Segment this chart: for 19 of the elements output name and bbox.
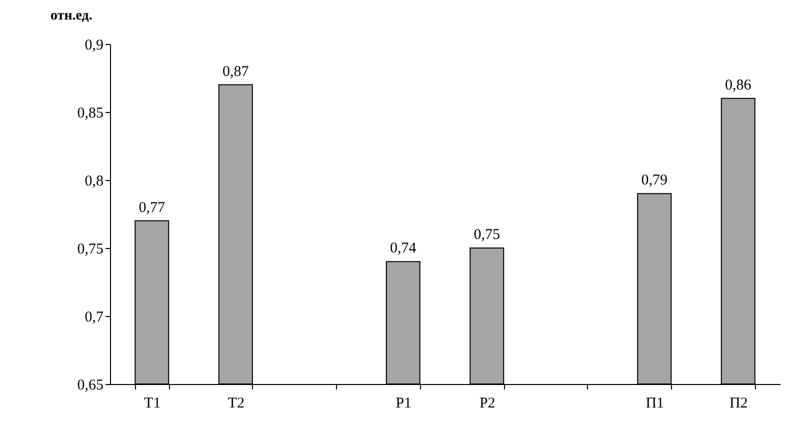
y-tick-label: 0,7 <box>84 310 104 326</box>
x-tick-label: P2 <box>479 396 496 412</box>
data-label: 0,86 <box>725 77 752 94</box>
x-tick-label: П1 <box>646 396 664 412</box>
data-label: 0,74 <box>390 240 417 257</box>
y-axis-title: отн.ед. <box>50 8 92 24</box>
data-label: 0,79 <box>641 172 668 189</box>
y-tick-label: 0,65 <box>77 378 104 394</box>
y-tick-label: 0,85 <box>77 106 104 122</box>
x-tick-label: T1 <box>144 396 161 412</box>
data-label: 0,75 <box>474 227 500 243</box>
data-label: 0,77 <box>138 200 166 216</box>
x-tick-label: P1 <box>396 396 412 412</box>
data-label: 0,87 <box>222 64 250 80</box>
y-tick-label: 0,75 <box>77 242 104 258</box>
x-tick-label: П2 <box>729 396 748 412</box>
x-tick-label: T2 <box>228 396 244 412</box>
y-tick-label: 0,9 <box>84 38 104 54</box>
y-tick-label: 0,8 <box>84 174 104 190</box>
